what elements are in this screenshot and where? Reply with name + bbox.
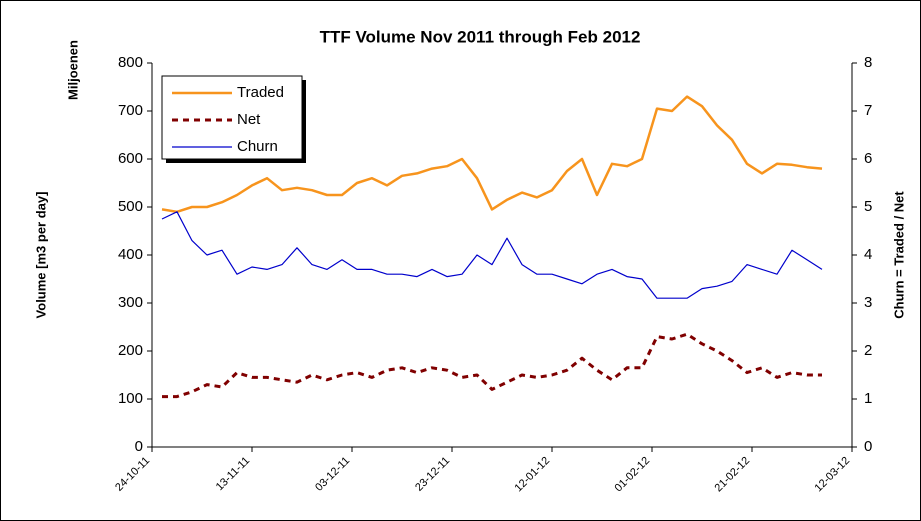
series-line [161, 211, 823, 299]
legend: Traded Net Churn [161, 75, 306, 163]
y2-tick-label: 8 [864, 54, 872, 71]
y2-tick-label: 1 [864, 390, 872, 407]
legend-box [161, 75, 303, 160]
y2-axis-label: Churn = Traded / Net [891, 191, 906, 319]
y-unit-label: Miljoenen [65, 40, 80, 100]
y2-tick-label: 0 [864, 438, 872, 455]
y-tick-label: 300 [118, 294, 143, 311]
y2-tick-label: 4 [864, 246, 872, 263]
y-tick-label: 800 [118, 54, 143, 71]
y-tick-label: 200 [118, 342, 143, 359]
legend-label: Net [237, 111, 261, 128]
y2-tick-label: 7 [864, 102, 872, 119]
y2-tick-label: 3 [864, 294, 872, 311]
y2-tick-label: 6 [864, 150, 872, 167]
legend-label: Churn [237, 138, 278, 155]
y-axis-label: Volume [m3 per day] [33, 192, 48, 319]
y-tick-label: 600 [118, 150, 143, 167]
chart-title: TTF Volume Nov 2011 through Feb 2012 [320, 27, 641, 46]
y-tick-label: 400 [118, 246, 143, 263]
y-tick-label: 0 [135, 438, 143, 455]
y2-tick-label: 2 [864, 342, 872, 359]
series-line [162, 332, 822, 399]
y-tick-label: 700 [118, 102, 143, 119]
y-tick-label: 100 [118, 390, 143, 407]
y-tick-label: 500 [118, 198, 143, 215]
legend-label: Traded [237, 84, 284, 101]
y2-tick-label: 5 [864, 198, 872, 215]
series-line [161, 95, 823, 214]
